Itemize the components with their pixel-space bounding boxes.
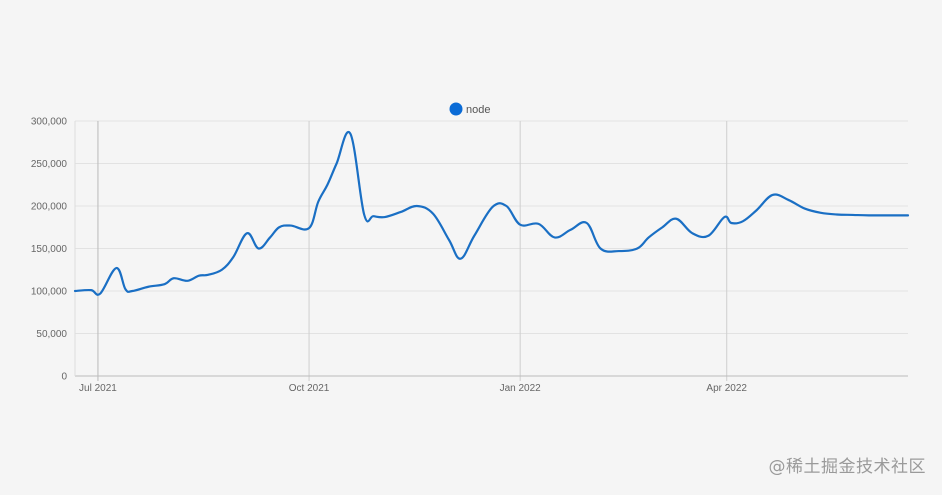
y-tick-label: 300,000 (31, 117, 68, 128)
axes: 0 50,000 100,000 150,000 200,000 250,000 300,0… (31, 117, 908, 394)
series-line-node[interactable] (73, 130, 910, 296)
legend-marker-node[interactable] (449, 102, 463, 116)
x-tick-label: Apr 2022 (706, 383, 747, 394)
x-tick-label: Jul 2021 (79, 383, 117, 394)
y-tick-label: 200,000 (31, 202, 68, 213)
legend[interactable]: node (449, 102, 491, 117)
y-tick-label: 250,000 (31, 159, 68, 170)
y-tick-label: 50,000 (36, 329, 67, 340)
y-tick-label: 0 (61, 372, 67, 383)
x-tick-label: Oct 2021 (289, 383, 330, 394)
y-tick-label: 100,000 (31, 287, 68, 298)
x-tick-label: Jan 2022 (500, 383, 542, 394)
grid (75, 120, 908, 381)
watermark: @稀土掘金技术社区 (768, 457, 926, 477)
y-tick-label: 150,000 (31, 244, 68, 255)
legend-label-node[interactable]: node (466, 104, 490, 116)
series-layer (73, 130, 910, 296)
